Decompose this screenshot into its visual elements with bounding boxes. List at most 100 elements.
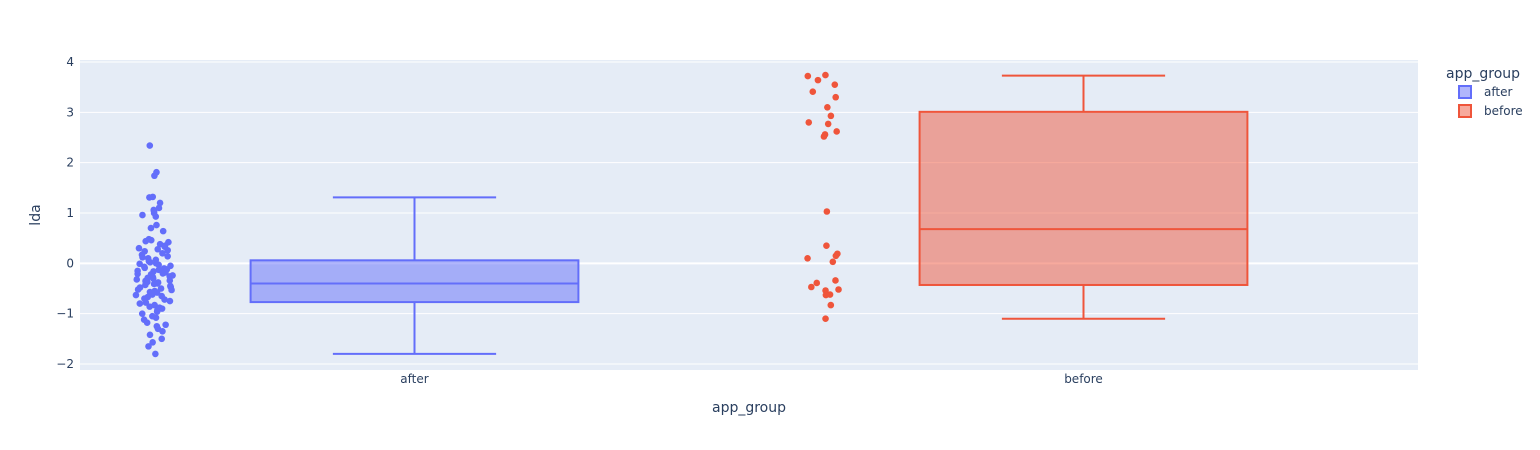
data-point[interactable]	[149, 339, 156, 346]
data-point[interactable]	[159, 227, 167, 235]
data-point[interactable]	[824, 120, 832, 128]
y-tick-label: 3	[66, 105, 74, 119]
data-point[interactable]	[835, 286, 842, 293]
data-point[interactable]	[833, 128, 840, 135]
y-tick-label: −1	[56, 307, 74, 321]
data-point[interactable]	[141, 264, 149, 272]
legend-swatch	[1458, 104, 1472, 118]
data-point[interactable]	[164, 246, 171, 254]
box-traces	[249, 74, 1249, 355]
data-point[interactable]	[151, 172, 158, 180]
y-tick-label: 2	[66, 156, 74, 170]
data-point[interactable]	[146, 142, 154, 149]
data-point[interactable]	[133, 276, 141, 283]
data-point[interactable]	[159, 249, 166, 257]
data-point[interactable]	[809, 88, 817, 95]
data-point[interactable]	[139, 211, 146, 219]
data-point[interactable]	[146, 331, 154, 339]
data-point[interactable]	[162, 321, 169, 329]
data-point[interactable]	[822, 71, 829, 79]
data-point[interactable]	[166, 277, 174, 284]
data-point[interactable]	[168, 286, 175, 294]
data-point[interactable]	[155, 204, 163, 212]
data-point[interactable]	[814, 76, 822, 84]
data-point[interactable]	[145, 343, 152, 350]
data-point[interactable]	[134, 270, 141, 278]
data-point[interactable]	[139, 253, 146, 261]
data-point[interactable]	[146, 259, 154, 266]
data-point[interactable]	[166, 297, 174, 305]
legend-items[interactable]: after before	[1458, 85, 1523, 118]
data-point[interactable]	[822, 291, 830, 299]
x-axis-ticks: after before	[400, 372, 1103, 386]
data-point[interactable]	[159, 327, 166, 335]
data-point[interactable]	[146, 194, 153, 201]
data-point[interactable]	[827, 112, 835, 120]
data-point[interactable]	[143, 319, 151, 327]
data-point[interactable]	[132, 291, 140, 299]
y-tick-label: 4	[66, 55, 74, 69]
data-point[interactable]	[831, 81, 839, 88]
data-point[interactable]	[813, 279, 821, 287]
y-axis-ticks: −2 −1 0 1 2 3 4	[56, 55, 74, 371]
data-point[interactable]	[150, 280, 158, 288]
x-axis-title: app_group	[712, 400, 786, 416]
data-point[interactable]	[136, 300, 144, 307]
data-point[interactable]	[149, 275, 157, 282]
data-point[interactable]	[808, 283, 815, 291]
data-point[interactable]	[155, 261, 162, 269]
data-point[interactable]	[147, 224, 155, 232]
iqr-box[interactable]	[249, 259, 580, 304]
data-point[interactable]	[822, 315, 829, 323]
data-point[interactable]	[152, 350, 159, 358]
box-before[interactable]	[918, 74, 1249, 320]
data-point[interactable]	[153, 221, 160, 229]
scatter-points	[132, 71, 842, 358]
legend-label: before	[1484, 104, 1523, 118]
data-point[interactable]	[829, 258, 837, 266]
data-point[interactable]	[156, 199, 164, 207]
y-axis-title: lda	[28, 204, 44, 225]
data-point[interactable]	[146, 303, 153, 310]
points-after	[132, 142, 176, 358]
data-point[interactable]	[152, 314, 160, 321]
data-point[interactable]	[832, 277, 839, 284]
data-point[interactable]	[153, 308, 161, 315]
data-point[interactable]	[147, 236, 155, 244]
y-tick-label: 1	[66, 206, 74, 220]
data-point[interactable]	[805, 119, 813, 126]
data-point[interactable]	[134, 286, 142, 293]
points-before	[804, 71, 842, 323]
legend-item-before[interactable]: before	[1458, 104, 1523, 118]
x-tick-label: before	[1064, 372, 1103, 386]
y-tick-label: −2	[56, 357, 74, 371]
data-point[interactable]	[135, 244, 143, 252]
legend-swatch	[1458, 85, 1472, 99]
x-tick-label: after	[400, 372, 428, 386]
data-point[interactable]	[154, 245, 162, 253]
y-tick-label: 0	[66, 256, 74, 270]
legend[interactable]: app_group after before	[1446, 66, 1523, 118]
iqr-box[interactable]	[918, 110, 1249, 286]
data-point[interactable]	[142, 237, 149, 245]
data-point[interactable]	[158, 335, 166, 343]
data-point[interactable]	[824, 104, 831, 111]
data-point[interactable]	[152, 213, 160, 220]
data-point[interactable]	[138, 310, 146, 317]
data-point[interactable]	[823, 242, 830, 250]
data-point[interactable]	[804, 254, 811, 262]
data-point[interactable]	[823, 208, 831, 215]
data-point[interactable]	[820, 133, 828, 140]
data-point[interactable]	[142, 281, 149, 289]
data-point[interactable]	[827, 301, 835, 309]
box-after[interactable]	[249, 196, 580, 355]
data-point[interactable]	[161, 296, 168, 303]
data-point[interactable]	[832, 93, 840, 101]
data-point[interactable]	[159, 270, 167, 277]
legend-item-after[interactable]: after	[1458, 85, 1512, 99]
legend-title: app_group	[1446, 66, 1520, 82]
data-point[interactable]	[164, 252, 171, 260]
data-point[interactable]	[804, 72, 812, 80]
data-point[interactable]	[832, 252, 840, 260]
